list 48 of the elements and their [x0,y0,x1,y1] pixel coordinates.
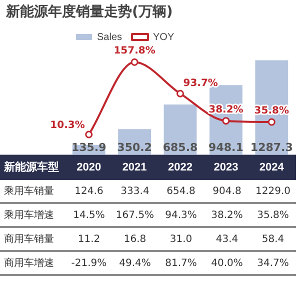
legend-label: YOY [153,32,174,43]
data-label: 135.9 [71,141,106,154]
text: 167.5% [116,210,154,220]
category-label: 乘用车销量 [4,186,54,197]
text: 34.7% [257,258,289,268]
point [85,130,93,138]
text: 904.8 [212,186,242,196]
data-label: 10.3% [50,120,85,132]
text: 35.8% [257,210,289,220]
x-tick-label: 2023 [214,161,238,174]
category-label: 商用车增速 [4,258,54,269]
text: 333.4 [120,186,150,196]
data-label: 685.8 [162,141,198,154]
text: 654.8 [166,186,196,196]
x-tick-label: 2022 [168,161,192,174]
text: 38.2% [211,210,243,220]
data-label: 35.8% [254,106,289,117]
text: 81.7% [165,258,197,268]
category-label: 乘用车增速 [4,210,54,221]
point [268,118,276,126]
text: 43.4 [216,234,238,244]
text: 11.2 [78,234,100,244]
data-label: 948.1 [208,141,244,154]
legend-label: Sales [97,32,122,43]
x-tick-label: 2021 [122,161,147,174]
chart-title: 新能源年度销量走势(万辆) [6,3,174,22]
data-label: 350.2 [117,141,152,154]
x-axis-title: 新能源车型 [3,160,59,174]
text: 94.3% [165,210,197,220]
text: 58.4 [262,234,284,244]
data-label: 1287.3 [250,141,293,154]
point [130,58,138,66]
data-label: 157.8% [114,46,156,57]
data-label: 93.7% [183,78,218,90]
text: 1229.0 [256,186,290,196]
text: 16.8 [124,234,146,244]
text: 49.4% [119,258,151,268]
text: 14.5% [73,210,105,220]
point [176,90,184,98]
x-tick-label: 2020 [76,161,102,174]
text: 40.0% [211,258,243,268]
point [222,117,230,125]
text: -21.9% [71,258,107,268]
text: 31.0 [170,234,192,244]
category-label: 商用车销量 [4,234,54,245]
text: 124.6 [74,186,104,196]
x-tick-label: 2024 [259,161,285,174]
data-label: 38.2% [208,104,244,116]
